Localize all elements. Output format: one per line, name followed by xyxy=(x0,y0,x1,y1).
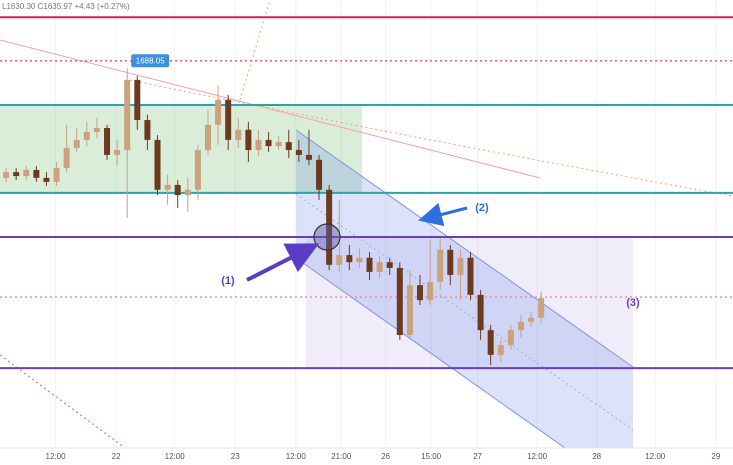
candle-body xyxy=(184,189,191,196)
x-tick-label: 12:00 xyxy=(645,452,666,461)
levels xyxy=(0,16,733,370)
candle-body xyxy=(225,99,232,140)
candle-body xyxy=(43,177,50,182)
candle-body xyxy=(427,282,434,301)
candle-body xyxy=(164,184,171,190)
x-tick-label: 28 xyxy=(592,452,601,461)
trend-line xyxy=(0,39,541,179)
candle-body xyxy=(124,79,131,151)
candle-body xyxy=(215,99,222,125)
candle-body xyxy=(467,257,474,295)
candle-body xyxy=(73,139,80,148)
candle-body xyxy=(386,262,393,268)
candle-body xyxy=(33,169,40,178)
x-tick-label: 12:00 xyxy=(527,452,548,461)
x-tick-label: 23 xyxy=(231,452,240,461)
candle-body xyxy=(305,154,312,160)
candle-body xyxy=(507,330,514,346)
candle-body xyxy=(13,172,20,177)
candle-body xyxy=(417,285,424,301)
candles xyxy=(3,68,545,366)
candle-body xyxy=(23,169,30,177)
candle-body xyxy=(194,150,201,190)
candle-body xyxy=(517,321,524,331)
candle-body xyxy=(497,345,504,355)
channel-bottom xyxy=(295,257,566,449)
trend-line xyxy=(0,354,126,449)
candle-body xyxy=(447,249,454,275)
candle-body xyxy=(366,257,373,272)
candle-body xyxy=(245,129,252,151)
candle-body xyxy=(406,285,413,336)
annotation: (3) xyxy=(626,297,640,309)
candle-body xyxy=(114,150,121,155)
candle-body xyxy=(83,131,90,140)
candle-body xyxy=(437,249,444,283)
candle-body xyxy=(356,257,363,263)
trend-line xyxy=(129,79,733,197)
candle-body xyxy=(104,128,111,155)
highlight-circle xyxy=(313,223,341,251)
price-label: 1688.05 xyxy=(136,56,165,65)
candle-body xyxy=(63,147,70,169)
candle-body xyxy=(528,317,535,322)
candle-body xyxy=(235,129,242,140)
channel-mid xyxy=(295,193,634,431)
candle-body xyxy=(53,168,60,182)
trend-line xyxy=(239,0,271,101)
candle-body xyxy=(255,139,262,151)
candle-body xyxy=(154,139,161,190)
candle-body xyxy=(396,267,403,336)
x-tick-label: 12:00 xyxy=(165,452,186,461)
candle-body xyxy=(336,255,343,265)
x-tick-label: 29 xyxy=(711,452,720,461)
price-label-box: 1688.05 xyxy=(131,54,170,68)
candle-body xyxy=(285,142,292,151)
channel-top xyxy=(295,129,634,368)
annotation: (2) xyxy=(475,202,489,214)
grid xyxy=(55,0,717,448)
price-label-bg xyxy=(131,54,170,68)
candle-body xyxy=(477,294,484,331)
candle-body xyxy=(93,128,100,132)
x-axis-labels: 12:00 22 12:00 23 12:00 21:00 26 15:00 27 12:00 28… xyxy=(46,452,721,461)
x-tick-label: 27 xyxy=(473,452,482,461)
range-box xyxy=(0,105,362,193)
annotation: (1) xyxy=(221,275,235,287)
candle-body xyxy=(204,124,211,151)
candle-body xyxy=(538,298,545,318)
x-tick-label: 15:00 xyxy=(421,452,442,461)
x-tick-label: 22 xyxy=(112,452,121,461)
candle-body xyxy=(134,79,141,121)
candle-body xyxy=(275,142,282,147)
candle-body xyxy=(174,184,181,196)
candle-body xyxy=(487,330,494,355)
x-tick-label: 12:00 xyxy=(46,452,67,461)
arrow xyxy=(418,202,468,227)
candle-body xyxy=(326,189,333,265)
candle-body xyxy=(346,255,353,263)
candle-body xyxy=(3,172,10,178)
arrow xyxy=(246,243,320,282)
candle-body xyxy=(144,120,151,140)
ohlc-legend: L1630.30 C1635.97 +4.43 (+0.27%) xyxy=(2,2,130,11)
x-tick-label: 12:00 xyxy=(286,452,307,461)
candle-body xyxy=(295,150,302,155)
candle-body xyxy=(457,257,464,275)
x-tick-label: 26 xyxy=(381,452,390,461)
candle-body xyxy=(316,159,323,190)
candle-body xyxy=(265,139,272,147)
candle-body xyxy=(376,262,383,272)
x-tick-label: 21:00 xyxy=(331,452,352,461)
